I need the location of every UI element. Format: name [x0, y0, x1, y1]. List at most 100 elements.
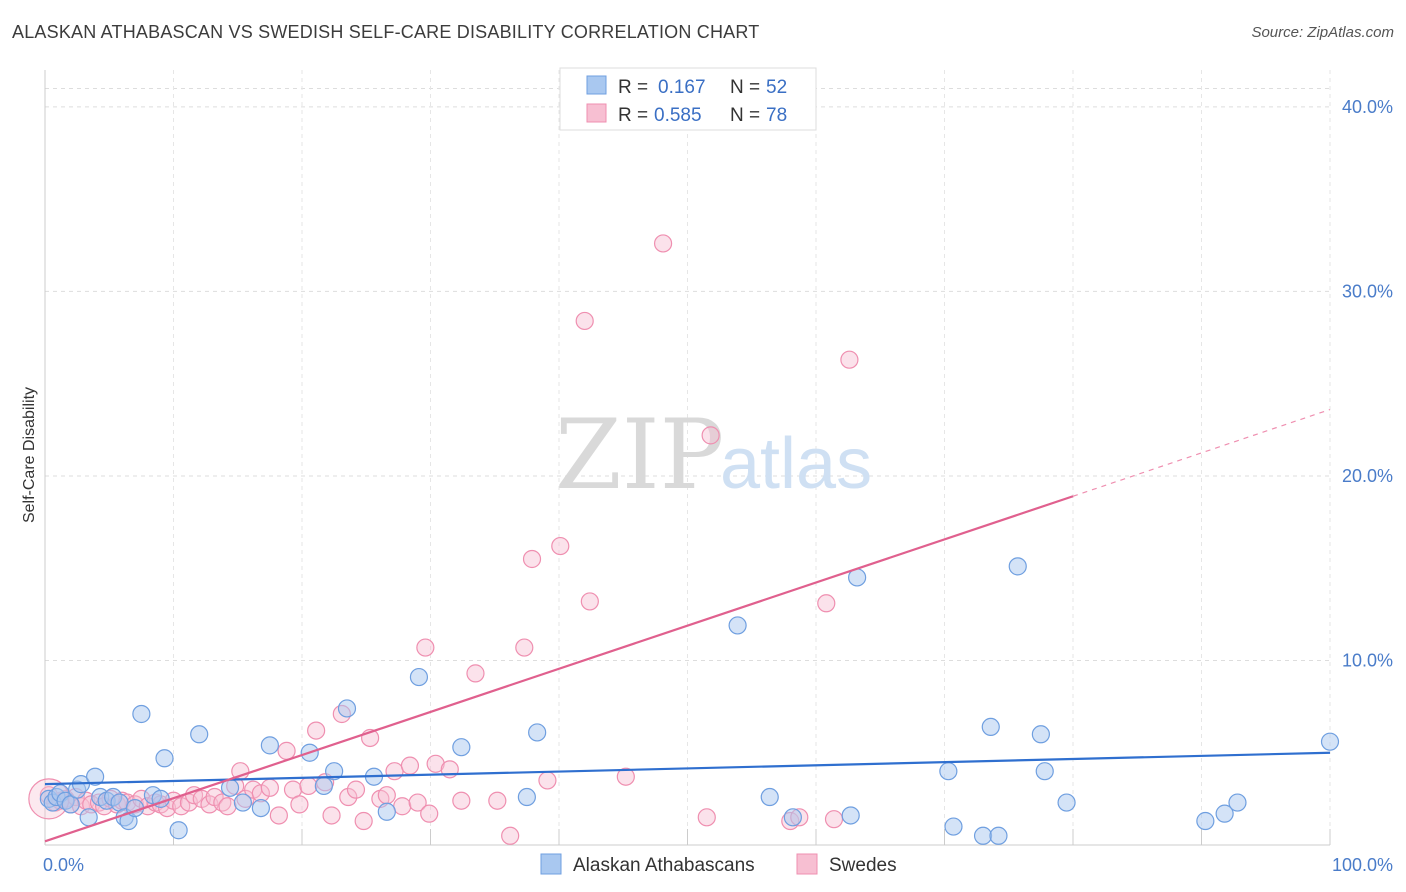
swedes-point-57 [426, 754, 445, 773]
swedes-point-40 [299, 776, 318, 796]
legend-r-value-1: 0.167 [658, 77, 706, 98]
swedes-point-29 [218, 797, 237, 816]
swedes-point-62 [501, 826, 520, 845]
athabascan-point-48 [1031, 725, 1050, 744]
swedes-point-41 [307, 721, 326, 740]
swedes-point-77 [840, 350, 859, 369]
athabascan-point-43 [944, 817, 963, 836]
swedes-point-61 [488, 791, 507, 810]
swedes-point-55 [416, 638, 435, 657]
athabascan-point-28 [314, 776, 333, 796]
swedes-point-52 [393, 797, 412, 816]
athabascan-point-8 [79, 808, 98, 827]
athabascan-point-20 [155, 749, 174, 768]
y-axis-label: Self-Care Disability [21, 387, 38, 523]
bottom-legend-label-athabascan: Alaskan Athabascans [573, 855, 755, 876]
athabascan-point-42 [939, 762, 958, 781]
bottom-legend-swatch-swedes [796, 853, 818, 875]
x-tick-label-1: 100.0% [1332, 855, 1393, 875]
athabascan-point-17 [132, 704, 151, 724]
bottom-legend-swatch-athabascan [540, 853, 562, 875]
swedes-point-68 [580, 592, 599, 611]
watermark-atlas: atlas [720, 424, 872, 504]
swedes-point-66 [551, 536, 570, 556]
athabascan-point-21 [169, 821, 188, 840]
athabascan-point-39 [783, 808, 802, 827]
y-tick-label-1: 20.0% [1342, 466, 1393, 486]
watermark-zip: ZIP [555, 399, 724, 511]
legend-n-label-1: N = [730, 77, 760, 98]
swedes-point-36 [269, 806, 288, 825]
athabascan-point-53 [1228, 793, 1247, 812]
tick-labels: 10.0% 20.0% 30.0% 40.0% 0.0% 100.0% [43, 97, 1393, 875]
athabascan-point-38 [760, 787, 779, 807]
athabascan-point-40 [841, 806, 860, 825]
swedes-point-37 [277, 741, 296, 760]
swedes-point-59 [452, 791, 471, 810]
athabascan-point-47 [1008, 557, 1027, 576]
y-tick-label-2: 30.0% [1342, 281, 1393, 301]
athabascan-point-49 [1035, 762, 1054, 781]
athabascan-point-54 [1320, 732, 1340, 751]
swedes-point-72 [701, 426, 720, 445]
swedes-point-65 [538, 771, 557, 790]
swedes-point-75 [817, 594, 836, 613]
athabascan-point-44 [973, 826, 993, 845]
swedes-point-60 [466, 664, 485, 683]
bottom-legend: Alaskan Athabascans Swedes [540, 853, 897, 876]
swedes-point-53 [400, 756, 420, 775]
chart-source: Source: ZipAtlas.com [1251, 24, 1394, 41]
legend-swatch-swedes [586, 103, 607, 123]
legend-n-label-2: N = [730, 105, 760, 126]
swedes-point-47 [354, 811, 373, 831]
swedes-point-39 [290, 795, 309, 814]
bottom-legend-label-swedes: Swedes [829, 855, 897, 876]
swedes-point-76 [824, 810, 844, 829]
athabascan-point-51 [1196, 811, 1215, 831]
y-tick-label-3: 40.0% [1342, 97, 1393, 117]
watermark: ZIP atlas [555, 399, 872, 511]
athabascan-point-32 [377, 802, 396, 821]
athabascan-point-22 [190, 725, 209, 744]
series-athabascan-points [39, 557, 1340, 845]
swedes-point-69 [616, 767, 635, 786]
legend-r-label-2: R = [618, 105, 648, 126]
swedes-point-54 [408, 793, 427, 812]
chart-title: ALASKAN ATHABASCAN VS SWEDISH SELF-CARE … [12, 22, 760, 42]
swedes-point-63 [515, 638, 534, 657]
swedes-trend-line [44, 495, 1074, 843]
athabascan-point-29 [325, 762, 344, 781]
athabascan-point-36 [528, 723, 547, 742]
athabascan-point-50 [1057, 793, 1076, 812]
athabascan-point-35 [517, 787, 536, 807]
swedes-point-35 [260, 778, 279, 797]
athabascan-point-46 [989, 826, 1008, 845]
athabascan-point-30 [337, 699, 357, 718]
series-swedes-points [28, 234, 859, 845]
swedes-point-70 [653, 234, 673, 253]
legend-n-value-1: 52 [766, 77, 787, 98]
x-tick-label-0: 0.0% [43, 855, 84, 875]
legend-r-value-2: 0.585 [654, 105, 702, 126]
swedes-point-51 [385, 762, 404, 781]
legend-n-value-2: 78 [766, 105, 787, 126]
athabascan-point-45 [981, 717, 1000, 737]
athabascan-point-33 [409, 667, 429, 687]
y-tick-label-0: 10.0% [1342, 650, 1393, 670]
trend-lines [44, 408, 1331, 843]
athabascan-point-34 [452, 738, 471, 757]
swedes-point-67 [575, 311, 594, 331]
swedes-point-50 [377, 786, 396, 805]
athabascan-point-26 [260, 736, 279, 755]
swedes-point-71 [697, 808, 716, 827]
legend-r-label-1: R = [618, 77, 648, 98]
legend-box: R = 0.167 N = 52 R = 0.585 N = 78 [559, 67, 817, 131]
athabascan-point-52 [1215, 804, 1234, 823]
athabascan-trend-line [44, 751, 1331, 786]
swedes-point-46 [346, 780, 366, 799]
swedes-point-43 [322, 806, 341, 825]
swedes-point-56 [420, 804, 439, 823]
athabascan-point-25 [251, 798, 270, 818]
legend-swatch-athabascan [586, 75, 607, 95]
